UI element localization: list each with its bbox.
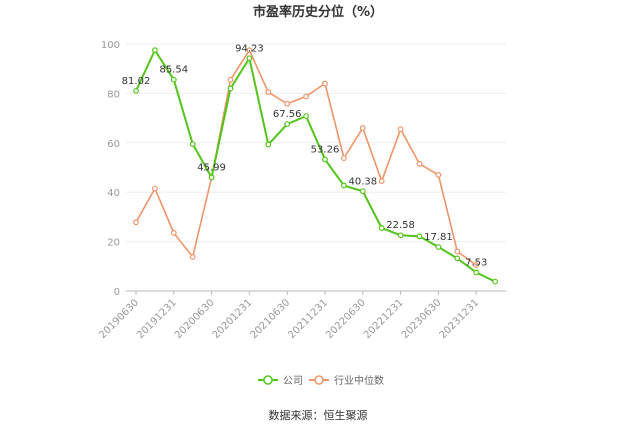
y-tick-label: 40	[107, 188, 120, 199]
data-label: 67.56	[273, 109, 302, 120]
data-point[interactable]	[416, 233, 423, 240]
series-line-0	[135, 48, 496, 283]
data-point[interactable]	[378, 178, 385, 184]
data-point[interactable]	[151, 47, 158, 54]
y-tick-label: 60	[107, 139, 120, 150]
data-point[interactable]	[359, 188, 366, 195]
data-point[interactable]	[170, 230, 177, 236]
data-labels: 81.02 85.54 45.99 94.23 67.56 53.26 40.38 22.58…	[122, 43, 488, 268]
data-label: 17.81	[424, 232, 453, 243]
data-point[interactable]	[492, 278, 499, 285]
series-lines	[133, 47, 499, 285]
legend[interactable]: 公司 行业中位数	[258, 374, 384, 387]
x-tick-label: 20190630	[97, 297, 141, 341]
y-axis: 0 20 40 60 80 100	[101, 40, 120, 298]
data-point[interactable]	[189, 254, 196, 260]
data-label: 45.99	[197, 162, 226, 173]
data-point[interactable]	[170, 76, 177, 83]
x-tick-label: 20210630	[249, 297, 293, 341]
data-point[interactable]	[284, 100, 291, 107]
y-tick-label: 0	[114, 287, 120, 298]
data-point[interactable]	[397, 232, 404, 239]
legend-label-industry-median: 行业中位数	[334, 374, 384, 387]
data-point[interactable]	[473, 262, 480, 268]
x-tick-label: 20200630	[173, 297, 217, 341]
y-tick-label: 80	[107, 89, 120, 100]
data-label: 53.26	[311, 144, 340, 155]
data-point[interactable]	[246, 55, 253, 62]
data-point[interactable]	[322, 80, 328, 87]
x-tick-label: 20221231	[362, 297, 406, 341]
data-label: 22.58	[386, 220, 415, 231]
x-tick-label: 20231231	[438, 297, 482, 341]
data-point[interactable]	[378, 225, 385, 231]
legend-label-company: 公司	[283, 376, 303, 387]
data-point[interactable]	[435, 172, 442, 178]
legend-item-company[interactable]: 公司	[258, 375, 303, 387]
x-tick-label: 20220630	[324, 297, 368, 341]
data-point[interactable]	[246, 47, 253, 54]
data-point[interactable]	[303, 113, 310, 120]
data-label: 7.53	[465, 257, 487, 268]
data-point[interactable]	[265, 141, 272, 148]
data-point[interactable]	[473, 269, 480, 276]
data-point[interactable]	[454, 248, 461, 255]
data-point[interactable]	[397, 126, 404, 133]
data-point[interactable]	[227, 76, 234, 83]
x-tick-label: 20230630	[400, 297, 444, 341]
data-point[interactable]	[341, 155, 347, 162]
data-point[interactable]	[133, 87, 139, 94]
data-point[interactable]	[341, 182, 347, 189]
data-point[interactable]	[454, 255, 461, 262]
data-label: 40.38	[348, 176, 377, 187]
data-point[interactable]	[265, 89, 272, 96]
x-axis: 2019063020191231202006302020123120210630…	[97, 290, 506, 341]
data-point[interactable]	[151, 185, 158, 192]
data-label: 85.54	[159, 65, 188, 76]
x-tick-label: 20201231	[211, 297, 255, 341]
chart-title: 市盈率历史分位（%）	[253, 4, 383, 20]
data-label: 94.23	[235, 43, 264, 54]
data-point[interactable]	[133, 219, 139, 226]
y-tick-label: 100	[101, 40, 120, 51]
y-tick-label: 20	[107, 238, 120, 249]
x-tick-label: 20211231	[286, 297, 330, 341]
data-point[interactable]	[435, 244, 442, 250]
data-source: 数据来源：恒生聚源	[269, 408, 368, 422]
x-tick-label: 20191231	[135, 297, 179, 341]
data-point[interactable]	[284, 121, 291, 128]
data-point[interactable]	[227, 85, 234, 92]
data-point[interactable]	[322, 156, 328, 163]
legend-item-industry-median[interactable]: 行业中位数	[309, 374, 384, 387]
data-label: 81.02	[122, 76, 151, 87]
data-point[interactable]	[189, 141, 196, 147]
data-point[interactable]	[416, 160, 423, 167]
data-point[interactable]	[303, 93, 310, 100]
data-point[interactable]	[208, 174, 215, 181]
data-point[interactable]	[359, 125, 366, 131]
